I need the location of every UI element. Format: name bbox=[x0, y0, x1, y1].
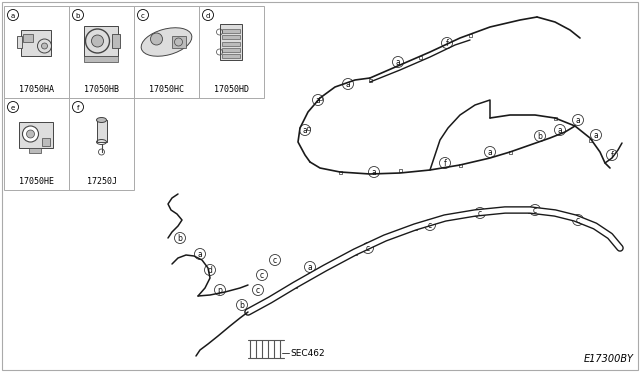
Bar bbox=[221, 42, 239, 45]
Text: d: d bbox=[207, 266, 212, 275]
Text: f: f bbox=[445, 39, 449, 48]
Text: 17250J: 17250J bbox=[86, 177, 116, 186]
Text: a: a bbox=[11, 13, 15, 19]
Text: 17050HD: 17050HD bbox=[214, 86, 249, 94]
Bar bbox=[528, 209, 532, 213]
Bar bbox=[554, 116, 557, 119]
Circle shape bbox=[150, 33, 163, 45]
Bar bbox=[19, 122, 52, 148]
Circle shape bbox=[92, 35, 104, 47]
Bar bbox=[97, 120, 106, 142]
Bar bbox=[199, 6, 264, 98]
Text: c: c bbox=[273, 256, 277, 265]
Bar bbox=[319, 96, 321, 99]
Text: 17050HC: 17050HC bbox=[149, 86, 184, 94]
Bar bbox=[339, 170, 342, 173]
Bar bbox=[111, 34, 120, 48]
Bar bbox=[172, 36, 186, 48]
Text: b: b bbox=[538, 132, 543, 141]
Text: E17300BY: E17300BY bbox=[584, 354, 634, 364]
Text: 17050HB: 17050HB bbox=[84, 86, 119, 94]
Text: p: p bbox=[218, 286, 223, 295]
Text: a: a bbox=[303, 126, 307, 135]
Text: SEC462: SEC462 bbox=[290, 349, 324, 357]
Bar bbox=[221, 48, 239, 52]
Circle shape bbox=[26, 130, 35, 138]
Text: a: a bbox=[198, 250, 202, 259]
Bar bbox=[221, 29, 239, 33]
Text: c: c bbox=[256, 286, 260, 295]
Bar bbox=[468, 33, 472, 36]
Bar bbox=[307, 126, 310, 129]
Text: a: a bbox=[372, 168, 376, 177]
Bar bbox=[83, 26, 118, 56]
Text: e: e bbox=[11, 105, 15, 110]
Bar bbox=[353, 251, 357, 255]
Circle shape bbox=[42, 43, 47, 49]
Bar bbox=[413, 226, 417, 230]
Text: a: a bbox=[557, 126, 563, 135]
Text: a: a bbox=[575, 116, 580, 125]
Bar bbox=[17, 36, 22, 48]
Bar bbox=[220, 24, 241, 60]
Bar bbox=[458, 164, 461, 167]
Bar bbox=[29, 148, 40, 153]
Text: c: c bbox=[576, 216, 580, 225]
Bar bbox=[20, 30, 51, 56]
Bar bbox=[69, 6, 134, 98]
Text: c: c bbox=[260, 271, 264, 280]
Ellipse shape bbox=[141, 28, 192, 56]
Text: a: a bbox=[594, 131, 598, 140]
Bar bbox=[83, 56, 118, 62]
Text: f: f bbox=[444, 159, 446, 168]
Bar bbox=[69, 98, 134, 190]
Text: a: a bbox=[308, 263, 312, 272]
Text: a: a bbox=[488, 148, 492, 157]
Bar bbox=[42, 138, 49, 146]
Bar bbox=[589, 138, 591, 141]
Text: 17050HA: 17050HA bbox=[19, 86, 54, 94]
Bar bbox=[22, 34, 33, 42]
Bar bbox=[369, 78, 371, 81]
Text: a: a bbox=[316, 96, 321, 105]
Ellipse shape bbox=[97, 118, 106, 122]
Bar bbox=[399, 169, 401, 171]
Text: b: b bbox=[239, 301, 244, 310]
Bar bbox=[4, 98, 69, 190]
Text: b: b bbox=[177, 234, 182, 243]
Text: c: c bbox=[428, 221, 432, 230]
Text: b: b bbox=[76, 13, 80, 19]
Text: f: f bbox=[77, 105, 79, 110]
Text: c: c bbox=[366, 244, 370, 253]
Bar bbox=[419, 55, 422, 58]
Text: a: a bbox=[396, 58, 401, 67]
Bar bbox=[4, 6, 69, 98]
Text: f: f bbox=[611, 151, 613, 160]
Text: a: a bbox=[346, 80, 350, 89]
Text: c: c bbox=[533, 206, 537, 215]
Circle shape bbox=[22, 126, 38, 142]
Bar bbox=[221, 54, 239, 58]
Text: 17050HE: 17050HE bbox=[19, 177, 54, 186]
Bar bbox=[134, 6, 199, 98]
Bar bbox=[473, 212, 477, 216]
Bar bbox=[221, 35, 239, 39]
Text: c: c bbox=[141, 13, 145, 19]
Bar bbox=[293, 284, 297, 288]
Text: d: d bbox=[206, 13, 210, 19]
Bar bbox=[509, 151, 511, 154]
Text: c: c bbox=[478, 209, 482, 218]
